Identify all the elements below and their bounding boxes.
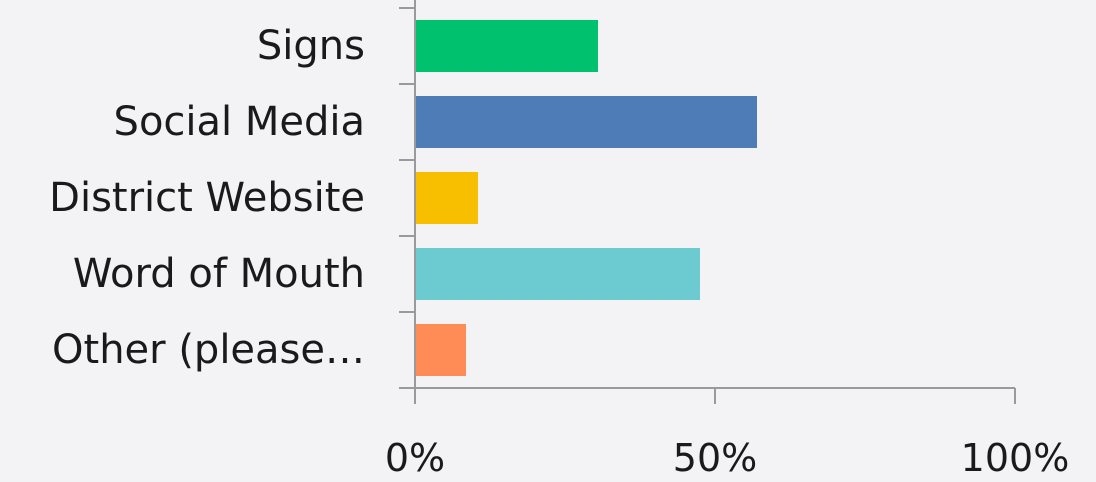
- x-tick-labels-group: 0% 50% 100%: [385, 436, 1069, 480]
- bar-social-media: [416, 96, 757, 148]
- bar-district-website: [416, 172, 478, 224]
- y-axis-ticks-group: [399, 7, 415, 389]
- x-tick-label: 100%: [961, 436, 1070, 480]
- category-label-district-website: District Website: [49, 175, 365, 221]
- category-label-social-media: Social Media: [114, 99, 365, 145]
- x-tick-label: 50%: [673, 436, 757, 480]
- bars-group: [416, 20, 757, 376]
- x-tick-label: 0%: [385, 436, 445, 480]
- category-label-other-please: Other (please…: [52, 327, 365, 373]
- bar-other-please: [416, 324, 466, 376]
- category-label-signs: Signs: [257, 23, 365, 69]
- category-label-word-of-mouth: Word of Mouth: [73, 251, 365, 297]
- bar-word-of-mouth: [416, 248, 700, 300]
- bar-signs: [416, 20, 598, 72]
- category-labels-group: Signs Social Media District Website Word of…: [49, 23, 365, 373]
- x-axis-ticks-group: [414, 388, 1016, 404]
